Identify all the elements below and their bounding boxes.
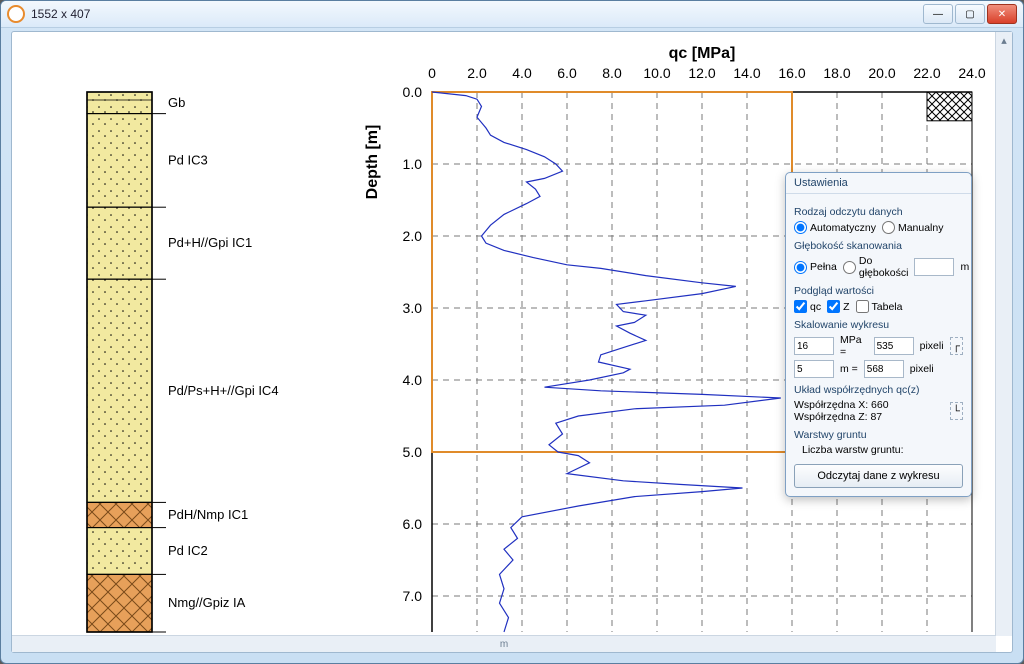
client-area: 0 2.0 4.0 6.0 8.0 10.0 12.0 14.0 16.0 18.0 20.0 22.… — [11, 31, 1013, 653]
svg-text:5.0: 5.0 — [403, 444, 423, 460]
svg-text:4.0: 4.0 — [403, 372, 423, 388]
unit-m: m — [960, 261, 969, 273]
svg-text:1.0: 1.0 — [403, 156, 423, 172]
content-area: 0 2.0 4.0 6.0 8.0 10.0 12.0 14.0 16.0 18.0 20.0 22.… — [12, 32, 996, 636]
svg-text:2.0: 2.0 — [467, 65, 487, 81]
radio-to-depth[interactable]: Do głębokości — [843, 255, 909, 279]
svg-text:Pd+H//Gpi IC1: Pd+H//Gpi IC1 — [168, 235, 252, 250]
svg-text:22.0: 22.0 — [913, 65, 940, 81]
vertical-scrollbar[interactable]: ▴ — [995, 32, 1012, 636]
svg-text:2.0: 2.0 — [403, 228, 423, 244]
svg-text:24.0: 24.0 — [958, 65, 985, 81]
scale-z-val[interactable] — [794, 360, 834, 378]
horizontal-scrollbar[interactable]: m — [12, 635, 996, 652]
check-z[interactable]: Z — [827, 300, 849, 313]
svg-text:Pd IC2: Pd IC2 — [168, 543, 208, 558]
depth-input[interactable] — [914, 258, 954, 276]
settings-panel: Ustawienia Rodzaj odczytu danych Automat… — [785, 172, 972, 497]
app-icon — [7, 5, 25, 23]
svg-text:8.0: 8.0 — [602, 65, 622, 81]
scan-depth-label: Głębokość skanowania — [794, 240, 963, 252]
radio-manual[interactable]: Manualny — [882, 221, 944, 234]
layers-count-label: Liczba warstw gruntu: — [794, 444, 963, 456]
read-chart-button[interactable]: Odczytaj dane z wykresu — [794, 464, 963, 488]
close-button[interactable]: ✕ — [987, 4, 1017, 24]
layers-label: Warstwy gruntu — [794, 429, 963, 441]
svg-text:12.0: 12.0 — [688, 65, 715, 81]
svg-text:6.0: 6.0 — [403, 516, 423, 532]
scale-qc-px[interactable] — [874, 337, 914, 355]
scale-label: Skalowanie wykresu — [794, 319, 963, 331]
svg-text:14.0: 14.0 — [733, 65, 760, 81]
scale-qc-val[interactable] — [794, 337, 834, 355]
minimize-button[interactable]: — — [923, 4, 953, 24]
svg-text:0: 0 — [428, 65, 436, 81]
coord-label: Układ współrzędnych qc(z) — [794, 384, 963, 396]
svg-text:Pd IC3: Pd IC3 — [168, 152, 208, 167]
app-window: 1552 x 407 — ▢ ✕ 0 2.0 4.0 6.0 8.0 10.0 12.0 14… — [0, 0, 1024, 664]
svg-text:0.0: 0.0 — [403, 84, 423, 100]
axis-icon-z: └ — [950, 402, 963, 420]
svg-text:3.0: 3.0 — [403, 300, 423, 316]
check-table[interactable]: Tabela — [856, 300, 903, 313]
preview-label: Podgląd wartości — [794, 285, 963, 297]
svg-text:Nmg//Gpiz IA: Nmg//Gpiz IA — [168, 595, 246, 610]
svg-text:PdH/Nmp IC1: PdH/Nmp IC1 — [168, 507, 248, 522]
read-mode-label: Rodzaj odczytu danych — [794, 206, 963, 218]
radio-full[interactable]: Pełna — [794, 261, 837, 274]
check-qc[interactable]: qc — [794, 300, 821, 313]
scale-z-px[interactable] — [864, 360, 904, 378]
svg-text:Depth [m]: Depth [m] — [364, 125, 381, 200]
svg-text:18.0: 18.0 — [823, 65, 850, 81]
title-bar: 1552 x 407 — ▢ ✕ — [1, 1, 1023, 28]
svg-text:4.0: 4.0 — [512, 65, 532, 81]
svg-text:6.0: 6.0 — [557, 65, 577, 81]
axis-icon-x: ┌ — [950, 337, 963, 355]
maximize-button[interactable]: ▢ — [955, 4, 985, 24]
svg-text:7.0: 7.0 — [403, 588, 423, 604]
svg-text:10.0: 10.0 — [643, 65, 670, 81]
svg-text:20.0: 20.0 — [868, 65, 895, 81]
svg-text:Pd/Ps+H+//Gpi IC4: Pd/Ps+H+//Gpi IC4 — [168, 383, 279, 398]
scroll-up-icon[interactable]: ▴ — [996, 32, 1012, 48]
svg-text:16.0: 16.0 — [778, 65, 805, 81]
window-title: 1552 x 407 — [31, 7, 923, 21]
radio-auto[interactable]: Automatyczny — [794, 221, 876, 234]
svg-text:qc [MPa]: qc [MPa] — [669, 45, 736, 62]
svg-text:Gb: Gb — [168, 95, 185, 110]
panel-title: Ustawienia — [786, 173, 971, 194]
